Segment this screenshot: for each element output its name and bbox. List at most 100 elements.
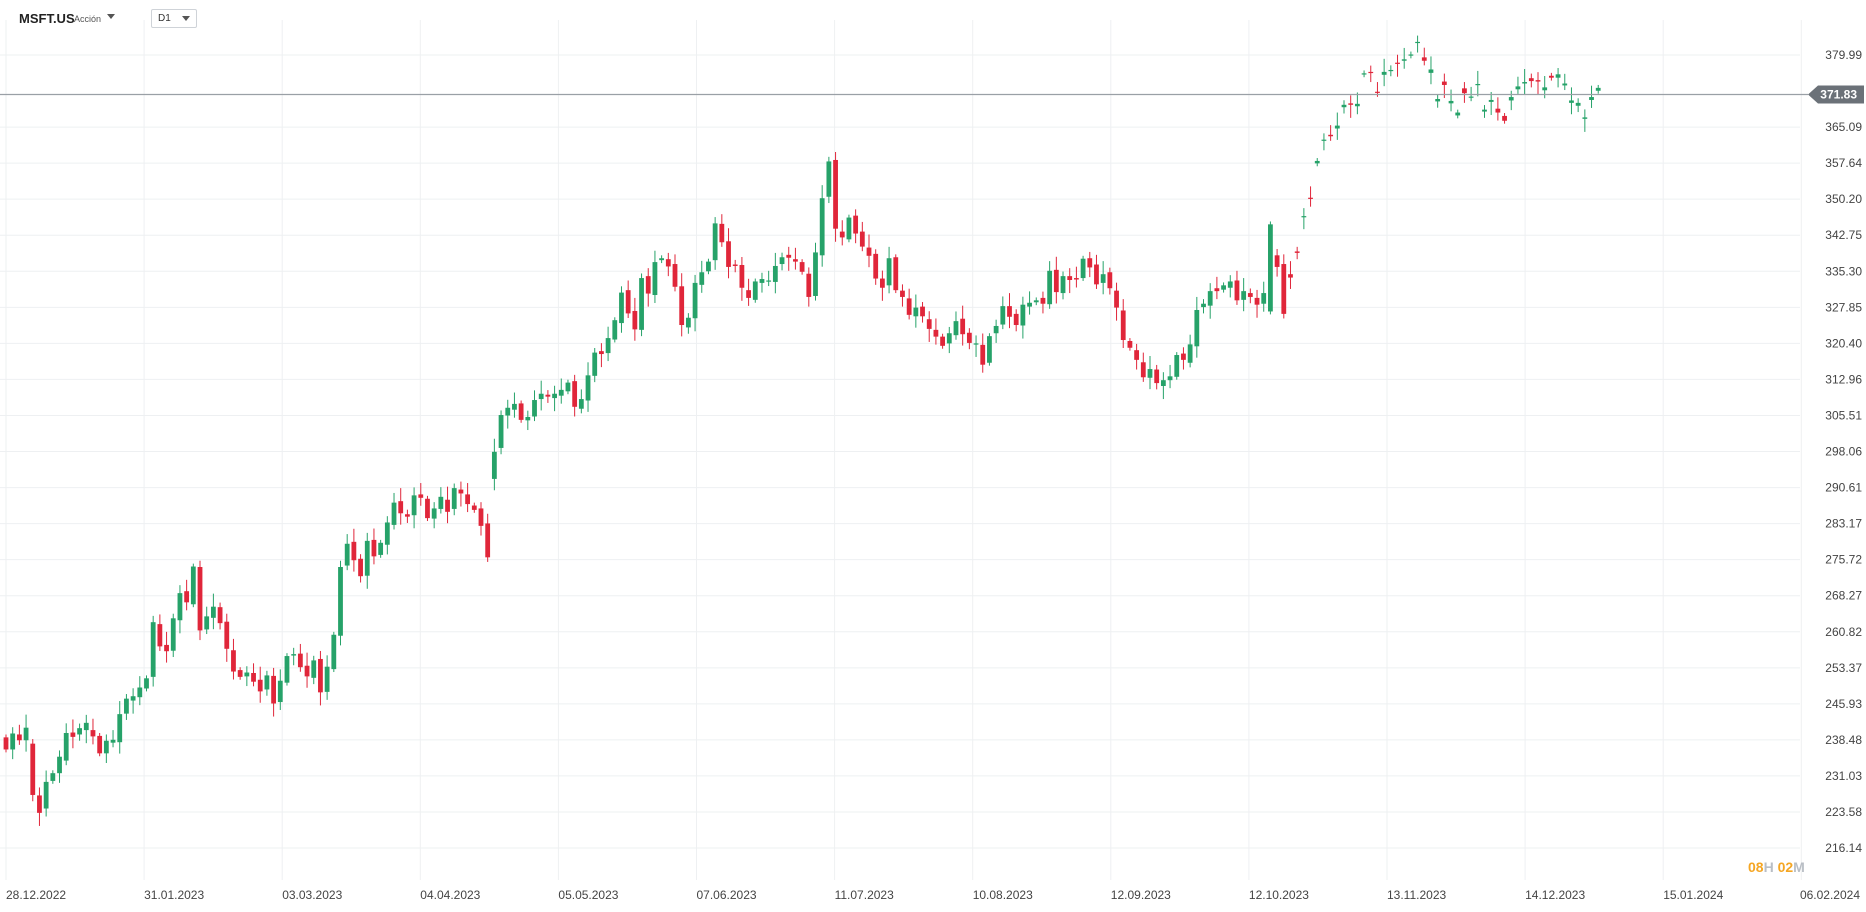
candle-body: [605, 338, 611, 354]
candle-body: [966, 332, 972, 343]
candle-down: [3, 734, 9, 753]
candle-down: [1421, 47, 1427, 66]
candle-body: [137, 687, 143, 698]
candle-up: [1167, 364, 1173, 389]
candle-body: [411, 495, 417, 516]
candle-down: [351, 528, 357, 572]
candle-up: [1047, 261, 1053, 309]
candle-body: [458, 489, 464, 494]
candle-up: [1033, 297, 1039, 306]
candle-body: [1127, 340, 1133, 348]
candle-body: [1254, 297, 1260, 305]
candle-up: [190, 563, 196, 608]
candle-body: [739, 264, 745, 288]
candle-up: [1060, 271, 1066, 300]
candle-up: [558, 378, 564, 404]
candle-body: [1120, 310, 1126, 341]
candle-up: [117, 701, 123, 754]
candle-body: [732, 264, 738, 266]
timeframe-select[interactable]: D1: [151, 9, 197, 28]
candle-body: [1575, 102, 1581, 106]
candle-body: [1221, 285, 1226, 290]
candle-body: [23, 727, 29, 741]
candle-body: [1421, 57, 1427, 61]
candle-down: [1134, 343, 1140, 370]
candle-up: [244, 666, 250, 687]
y-tick-label: 260.82: [1825, 625, 1862, 639]
candle-body: [525, 416, 531, 421]
candle-body: [1548, 75, 1554, 78]
candle-up: [953, 311, 959, 340]
candle-body: [1462, 88, 1467, 94]
candle-body: [244, 672, 250, 677]
candle-down: [445, 486, 450, 524]
candle-up: [1415, 35, 1420, 53]
candle-down: [1013, 309, 1019, 332]
candle-body: [1288, 274, 1293, 278]
candle-up: [1595, 84, 1601, 94]
candle-body: [1087, 258, 1093, 268]
candle-down: [1247, 288, 1253, 304]
candle-body: [987, 336, 992, 363]
candle-body: [1415, 41, 1420, 44]
candle-up: [659, 255, 665, 264]
candle-body: [204, 616, 210, 630]
candle-body: [271, 675, 276, 704]
x-tick-label: 13.11.2023: [1387, 888, 1446, 902]
candle-up: [706, 258, 711, 275]
candle-body: [699, 272, 705, 285]
candle-body: [672, 264, 678, 287]
candle-up: [712, 217, 718, 270]
candle-down: [1294, 246, 1300, 260]
candle-body: [1515, 86, 1521, 90]
candle-up: [1589, 85, 1594, 108]
candle-up: [110, 730, 116, 748]
candle-down: [726, 228, 731, 279]
candle-body: [1535, 80, 1541, 82]
candle-down: [458, 481, 464, 507]
candle-up: [685, 313, 691, 334]
candle-up: [1575, 98, 1581, 113]
chevron-down-icon[interactable]: [107, 14, 115, 19]
candle-down: [90, 718, 96, 745]
candle-down: [866, 234, 872, 268]
current-price-label: 371.83: [1820, 87, 1857, 101]
candle-body: [1522, 82, 1528, 84]
candle-up: [438, 487, 444, 514]
symbol-label[interactable]: MSFT.US: [19, 11, 75, 26]
candle-down: [1107, 267, 1113, 295]
candle-body: [485, 523, 491, 558]
y-tick-label: 305.51: [1825, 408, 1862, 422]
candle-up: [1354, 92, 1360, 115]
candle-body: [1281, 264, 1287, 314]
y-tick-label: 298.06: [1825, 445, 1862, 459]
candle-up: [170, 613, 176, 658]
candle-down: [197, 560, 203, 641]
candle-down: [371, 528, 377, 565]
candle-body: [1569, 100, 1574, 103]
candle-body: [1074, 278, 1079, 280]
candle-body: [592, 352, 598, 376]
candle-body: [284, 656, 290, 683]
candle-down: [940, 333, 945, 349]
y-tick-label: 253.37: [1825, 661, 1862, 675]
candle-down: [224, 613, 230, 662]
candle-down: [297, 643, 303, 672]
candle-up: [1361, 70, 1367, 78]
candle-up: [505, 399, 511, 429]
candle-body: [1341, 104, 1347, 108]
candle-up: [1174, 352, 1180, 380]
candle-up: [177, 585, 183, 634]
candle-up: [886, 246, 892, 294]
candle-body: [712, 223, 718, 261]
candle-up: [1207, 283, 1213, 319]
candle-body: [719, 223, 725, 243]
candle-body: [772, 265, 778, 282]
candle-up: [264, 670, 270, 696]
candle-body: [1475, 83, 1481, 86]
candle-body: [90, 730, 96, 737]
candle-up: [431, 502, 437, 529]
candle-body: [866, 247, 872, 256]
